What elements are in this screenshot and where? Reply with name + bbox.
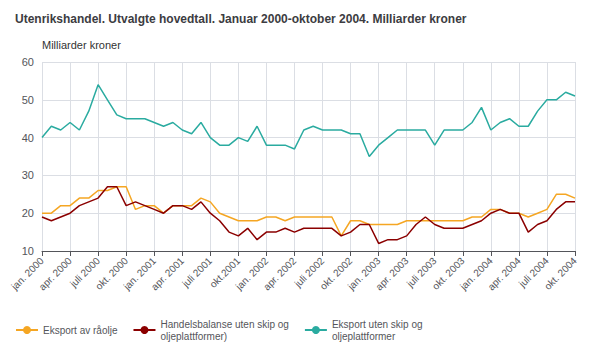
svg-text:Eksport uten skip og: Eksport uten skip og	[332, 319, 423, 330]
svg-text:10: 10	[22, 245, 34, 257]
svg-text:Eksport av råolje: Eksport av råolje	[43, 325, 118, 336]
svg-text:apr. 2003: apr. 2003	[373, 255, 411, 293]
svg-text:apr. 2000: apr. 2000	[37, 255, 75, 293]
svg-text:jan. 2003: jan. 2003	[345, 255, 383, 292]
svg-text:oljeplattformer: oljeplattformer	[332, 331, 396, 342]
svg-text:jan. 2001: jan. 2001	[121, 255, 159, 292]
svg-text:50: 50	[22, 94, 34, 106]
svg-text:juli 2000: juli 2000	[67, 255, 102, 290]
svg-text:jan. 2000: jan. 2000	[9, 255, 46, 292]
svg-text:40: 40	[22, 132, 34, 144]
svg-text:juli 2002: juli 2002	[292, 255, 327, 290]
svg-text:jan. 2002: jan. 2002	[233, 255, 271, 292]
svg-text:apr. 2002: apr. 2002	[261, 255, 299, 293]
svg-text:oljeplattformer): oljeplattformer)	[160, 331, 227, 342]
svg-text:60: 60	[22, 56, 34, 68]
svg-text:okt. 2003: okt. 2003	[429, 255, 467, 292]
svg-text:okt. 2002: okt. 2002	[317, 255, 355, 292]
svg-text:Utenrikshandel. Utvalgte hoved: Utenrikshandel. Utvalgte hovedtall. Janu…	[15, 12, 467, 26]
svg-text:juli 2004: juli 2004	[516, 255, 551, 290]
svg-text:okt. 2000: okt. 2000	[93, 255, 130, 292]
svg-text:Milliarder kroner: Milliarder kroner	[42, 39, 121, 51]
svg-text:juli 2001: juli 2001	[180, 255, 215, 290]
svg-text:apr. 2001: apr. 2001	[149, 255, 187, 293]
svg-text:apr. 2004: apr. 2004	[486, 255, 524, 293]
svg-text:okt. 2004: okt. 2004	[542, 255, 579, 292]
svg-text:jan. 2004: jan. 2004	[457, 255, 495, 292]
svg-text:Handelsbalanse uten skip og: Handelsbalanse uten skip og	[160, 319, 288, 330]
svg-text:juli 2003: juli 2003	[404, 255, 439, 290]
svg-text:okt.2001: okt.2001	[207, 255, 243, 290]
svg-text:30: 30	[22, 169, 34, 181]
svg-text:20: 20	[22, 207, 34, 219]
